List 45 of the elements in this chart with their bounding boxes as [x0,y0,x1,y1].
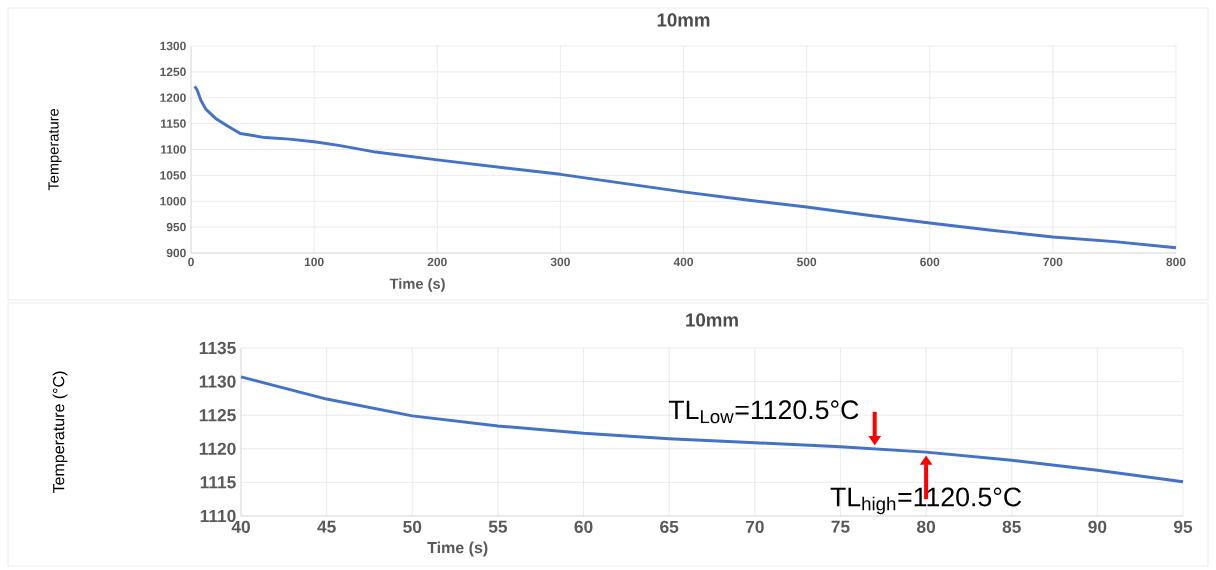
x-axis-title: Time (s) [427,541,488,557]
y-tick-label: 1050 [160,171,186,180]
y-tick-label: 1110 [200,509,236,523]
x-tick-label: 100 [304,257,324,267]
y-tick-label: 1115 [200,476,236,489]
y-tick-label: 1120 [199,442,236,455]
x-tick-label: 95 [1173,520,1193,533]
x-tick-label: 60 [574,520,593,533]
y-tick-label: 1100 [161,145,186,154]
x-tick-label: 700 [1043,257,1063,267]
y-tick-label: 950 [166,222,186,232]
x-tick-label: 65 [660,520,679,533]
y-tick-label: 1150 [161,119,186,128]
y-tick-label: 1250 [160,67,186,77]
y-tick-label: 1300 [160,41,186,51]
x-tick-label: 40 [231,520,250,533]
y-tick-label: 1130 [199,375,236,388]
y-tick-label: 1125 [199,409,236,422]
y-axis-title: Temperature (°C) [52,371,68,494]
x-tick-label: 400 [673,257,694,267]
x-tick-label: 0 [188,257,194,267]
x-tick-label: 85 [1002,520,1021,533]
annotation: TL$_{Low}$=1120.5°C [668,400,859,424]
x-tick-label: 800 [1166,257,1186,267]
y-axis-title: Temperature [48,108,62,191]
y-tick-label: 900 [166,248,186,258]
x-tick-label: 75 [831,520,850,533]
x-tick-label: 500 [796,257,817,267]
x-tick-label: 45 [317,520,336,533]
x-tick-label: 600 [920,257,940,267]
x-tick-label: 90 [1088,520,1107,533]
x-tick-label: 300 [550,257,570,267]
x-axis-title: Time (s) [389,278,445,292]
x-tick-label: 55 [488,520,508,533]
y-tick-label: 1200 [160,93,186,102]
chart-title: 10mm [686,313,738,327]
line-series [239,375,1185,484]
x-tick-label: 200 [427,257,447,267]
chart-title: 10mm [657,13,710,27]
x-tick-label: 80 [916,520,936,533]
x-tick-label: 50 [403,520,422,533]
y-tick-label: 1000 [160,196,186,206]
x-tick-label: 70 [745,520,764,533]
annotation: TL$_{high}$=1120.5°C [830,487,1022,515]
y-tick-label: 1135 [199,341,236,355]
